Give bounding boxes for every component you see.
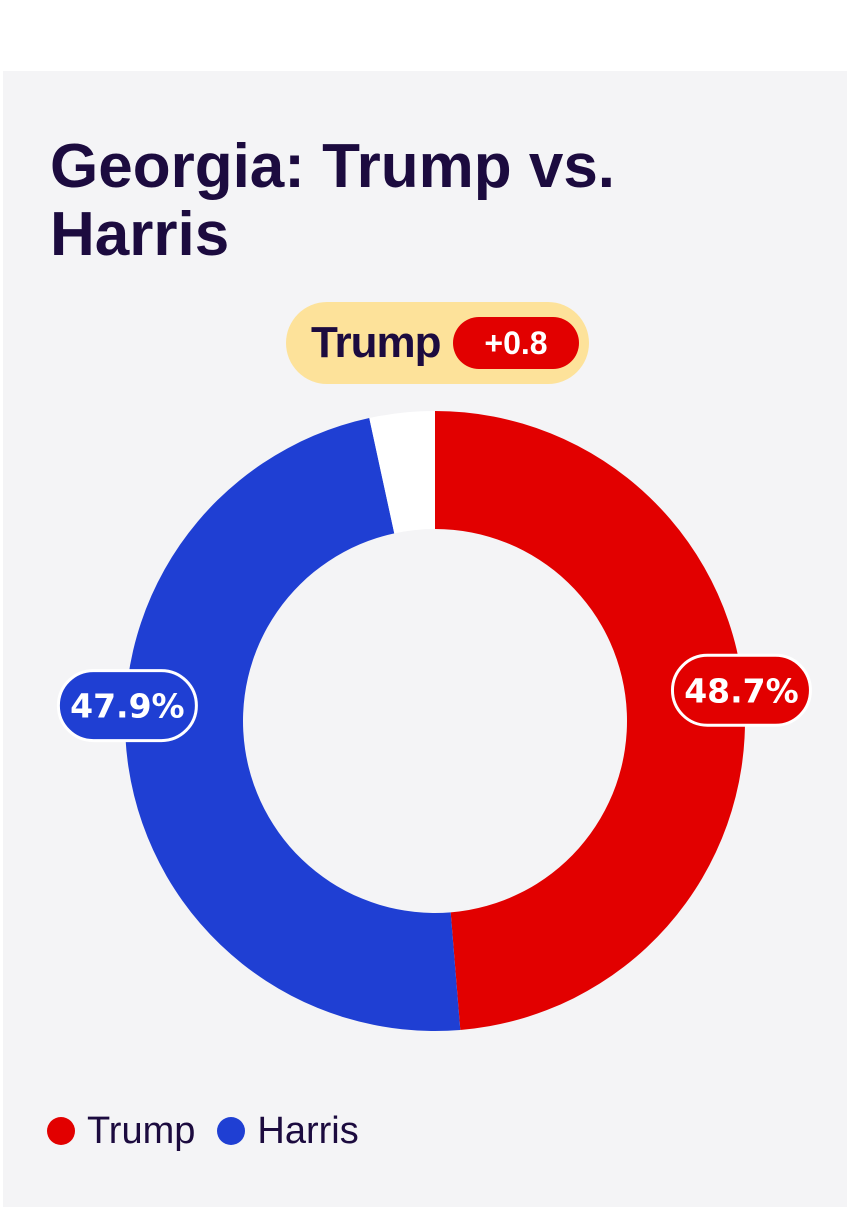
donut-chart: 48.7% 47.9% [56,411,812,1031]
donut-slices [125,411,745,1031]
donut-slice-trump [435,411,745,1030]
legend-label-harris: Harris [257,1110,359,1152]
donut-slice-harris [125,418,461,1031]
legend-item-trump: Trump [47,1108,195,1154]
legend-dot-harris [217,1117,246,1145]
donut-slice-remainder [369,411,435,534]
leader-pill: Trump +0.8 [286,302,589,384]
leader-name: Trump [311,318,441,367]
donut-labels: 48.7% 47.9% [56,653,812,743]
legend-label-trump: Trump [87,1110,196,1152]
chart-card: Georgia: Trump vs. Harris Trump +0.8 48.… [3,71,847,1207]
legend-item-harris: Harris [217,1108,359,1154]
data-label-bg-trump [670,653,812,727]
data-label-harris: 47.9% [56,669,198,743]
data-label-text-harris: 47.9% [70,687,185,726]
chart-title: Georgia: Trump vs. Harris [50,132,616,269]
data-label-bg-harris [56,669,198,743]
margin-badge: +0.8 [453,317,579,369]
data-label-trump: 48.7% [670,653,812,727]
data-label-text-trump: 48.7% [684,671,799,710]
legend: Trump Harris [47,1106,359,1156]
legend-dot-trump [47,1117,75,1145]
